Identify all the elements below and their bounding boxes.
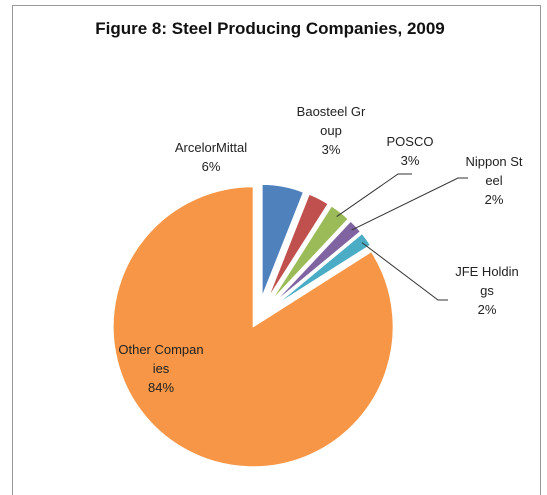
data-label: Nippon Steel 2% xyxy=(462,152,526,209)
data-label: Other Companies 84% xyxy=(118,340,204,397)
data-label: ArcelorMittal 6% xyxy=(172,138,250,176)
pie-slice xyxy=(271,205,349,301)
slice-value: 3% xyxy=(400,153,420,168)
leader-line xyxy=(351,177,468,231)
data-label: Baosteel Group 3% xyxy=(296,102,366,159)
chart-border xyxy=(12,5,541,495)
slice-value: 3% xyxy=(321,142,341,157)
leader-line xyxy=(336,173,412,217)
chart-title: Figure 8: Steel Producing Companies, 200… xyxy=(95,19,445,38)
slice-name: JFE Holdings xyxy=(455,264,519,298)
pie-slice xyxy=(112,186,394,468)
pie-slice xyxy=(275,232,372,306)
leader-line xyxy=(361,242,448,301)
slice-value: 2% xyxy=(477,302,497,317)
slice-value: 84% xyxy=(147,380,175,395)
slice-name: POSCO xyxy=(386,134,434,149)
slice-name: ArcelorMittal xyxy=(174,140,248,155)
slice-name: Nippon Steel xyxy=(465,154,523,188)
slice-name: Baosteel Group xyxy=(296,104,366,138)
slice-name: Other Companies xyxy=(118,342,204,376)
pie-slice xyxy=(273,220,362,304)
data-label: JFE Holdings 2% xyxy=(452,262,522,319)
slice-value: 2% xyxy=(484,192,504,207)
slice-value: 6% xyxy=(201,159,221,174)
pie-slice xyxy=(267,193,329,299)
pie-slice xyxy=(261,183,305,297)
data-label: POSCO 3% xyxy=(380,132,440,170)
